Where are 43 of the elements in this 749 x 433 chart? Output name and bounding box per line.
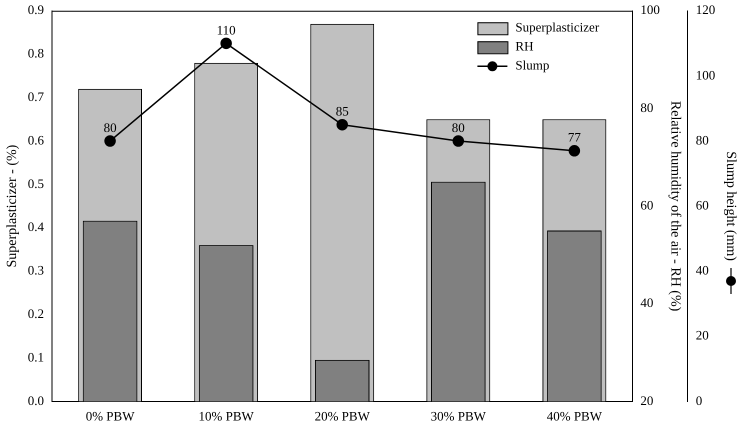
y-tick-label: 0.8 (28, 46, 44, 61)
point (568, 145, 580, 157)
y3-tick-label: 80 (696, 132, 709, 148)
y3-tick-label: 120 (696, 2, 716, 18)
y2-axis-title: Relative humidity of the air - RH (%) (668, 100, 683, 312)
y-tick-label: 0.3 (28, 262, 44, 278)
point (220, 38, 232, 50)
x-tick-label: 20% PBW (314, 408, 371, 424)
data-label: 77 (568, 130, 582, 145)
legend-label: Superplasticizer (515, 20, 600, 35)
y-tick-label: 0.5 (28, 176, 44, 191)
y-tick-label: 0.7 (28, 89, 45, 104)
data-label: 80 (104, 120, 117, 135)
y2-tick-label: 40 (640, 295, 654, 310)
x-tick-label: 30% PBW (430, 408, 487, 424)
x-tick-label: 10% PBW (198, 408, 255, 424)
y2-tick-label: 100 (640, 2, 660, 18)
y3-tick-label: 40 (696, 262, 709, 278)
y2-tick-label: 60 (640, 198, 654, 213)
y-axis-title: Superplasticizer - (%) (5, 144, 20, 268)
y-tick-label: 0.1 (28, 349, 44, 364)
data-label: 110 (216, 22, 236, 38)
legend-label: RH (515, 38, 534, 54)
x-tick-label: 40% PBW (546, 408, 603, 424)
legend-label: Slump (515, 58, 550, 73)
data-label: 80 (452, 120, 465, 135)
y-tick-label: 0.6 (28, 132, 45, 148)
data-label: 85 (336, 104, 349, 119)
y2-tick-label: 80 (640, 100, 654, 115)
point (104, 135, 116, 147)
y-tick-label: 0.0 (28, 392, 44, 408)
y-tick-label: 0.9 (28, 2, 44, 18)
y3-tick-label: 20 (696, 328, 709, 343)
y3-tick-label: 60 (696, 198, 709, 213)
y2-tick-label: 20 (640, 392, 654, 408)
y3-tick-label: 100 (696, 67, 716, 82)
y3-axis-title: Slump height (mm) (722, 151, 738, 262)
x-tick-label: 0% PBW (86, 408, 136, 424)
y-tick-label: 0.4 (28, 219, 45, 234)
y-tick-label: 0.2 (28, 306, 44, 322)
point (452, 135, 464, 147)
point (336, 118, 348, 130)
y3-tick-label: 0 (696, 392, 702, 408)
